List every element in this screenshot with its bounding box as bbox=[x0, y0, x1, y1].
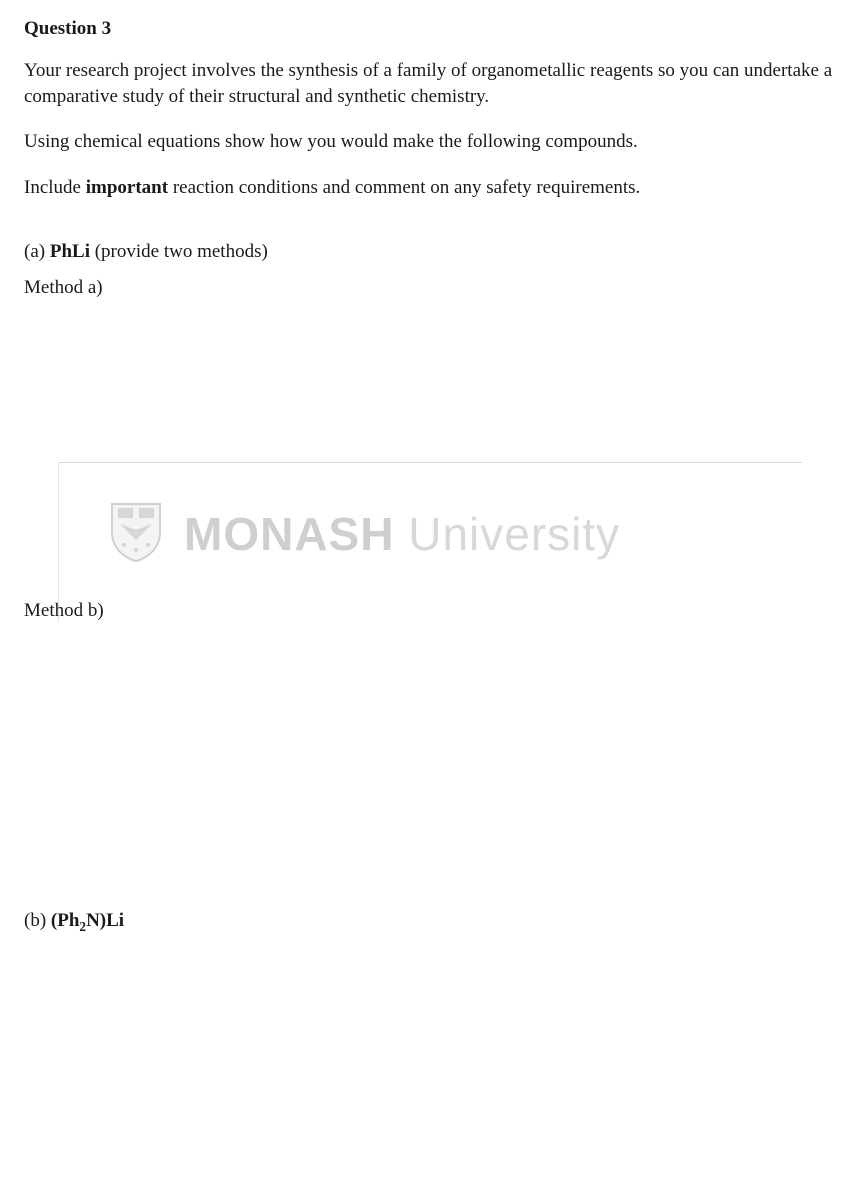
watermark-region: MONASH University bbox=[58, 462, 802, 622]
part-a-compound: PhLi bbox=[50, 241, 90, 262]
intro-paragraph-2: Using chemical equations show how you wo… bbox=[24, 129, 838, 155]
monash-shield-icon bbox=[110, 500, 162, 567]
question-title: Question 3 bbox=[24, 18, 838, 40]
p3-post: reaction conditions and comment on any s… bbox=[168, 177, 640, 198]
watermark-light: University bbox=[394, 508, 620, 560]
method-a-label: Method a) bbox=[24, 277, 838, 299]
intro-paragraph-1: Your research project involves the synth… bbox=[24, 58, 838, 109]
p3-emphasis: important bbox=[86, 177, 168, 198]
part-b-compound-1: (Ph bbox=[51, 910, 80, 931]
part-b-prefix: (b) bbox=[24, 910, 51, 931]
exam-page: Question 3 Your research project involve… bbox=[0, 0, 862, 1190]
part-b-compound-2: N)Li bbox=[86, 910, 124, 931]
watermark-bold: MONASH bbox=[184, 508, 394, 560]
watermark-content: MONASH University bbox=[110, 500, 620, 567]
watermark-text: MONASH University bbox=[184, 507, 620, 561]
part-a-suffix: (provide two methods) bbox=[90, 241, 268, 262]
part-b-label: (b) (Ph2N)Li bbox=[24, 910, 124, 935]
p3-pre: Include bbox=[24, 177, 86, 198]
intro-paragraph-3: Include important reaction conditions an… bbox=[24, 175, 838, 201]
part-a-label: (a) PhLi (provide two methods) bbox=[24, 241, 838, 263]
part-a-prefix: (a) bbox=[24, 241, 50, 262]
method-b-label: Method b) bbox=[24, 600, 104, 622]
